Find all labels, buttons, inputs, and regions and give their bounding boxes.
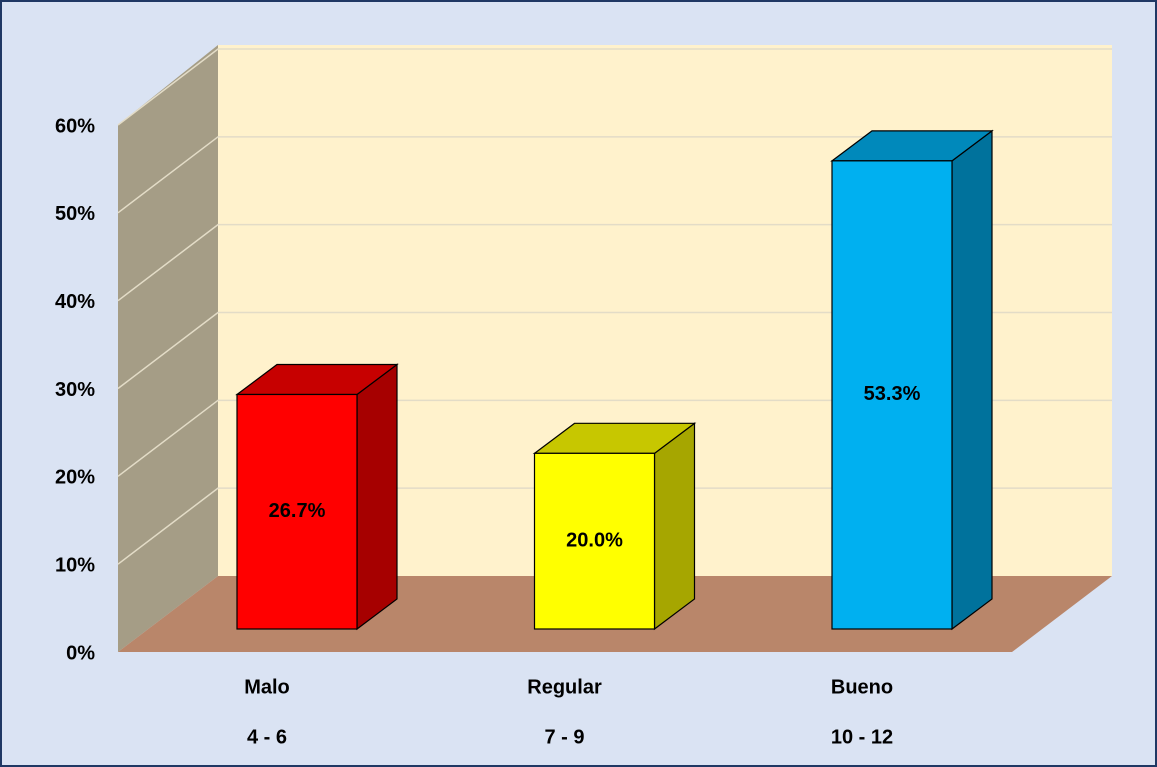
x-range-label: 4 - 6	[247, 726, 287, 748]
grid-line	[117, 136, 1112, 214]
bar	[533, 452, 656, 630]
y-tick-label: 30%	[55, 379, 95, 401]
bar-side	[356, 363, 398, 631]
y-tick-label: 20%	[55, 467, 95, 489]
bar-side	[653, 422, 696, 631]
data-label: 53.3%	[864, 383, 921, 405]
grid-line	[117, 48, 1112, 126]
grid-line	[117, 311, 1112, 390]
bar	[236, 393, 358, 630]
bar	[831, 160, 953, 630]
side-wall	[118, 45, 218, 652]
x-range-label: 10 - 12	[831, 726, 893, 748]
grid-line	[117, 487, 1112, 565]
x-tick-label: Malo	[244, 676, 290, 698]
y-tick-label: 10%	[55, 554, 95, 576]
y-tick-label: 40%	[55, 291, 95, 313]
data-label: 26.7%	[269, 500, 326, 522]
y-tick-label: 60%	[55, 115, 95, 137]
grid-line	[117, 223, 1112, 302]
y-tick-label: 0%	[66, 642, 95, 664]
y-tick-label: 50%	[55, 203, 95, 225]
x-tick-label: Bueno	[831, 676, 893, 698]
grid-line	[117, 399, 1112, 477]
bar-side	[951, 129, 993, 631]
x-range-label: 7 - 9	[544, 726, 584, 748]
data-label: 20.0%	[566, 529, 623, 551]
x-tick-label: Regular	[527, 676, 602, 698]
